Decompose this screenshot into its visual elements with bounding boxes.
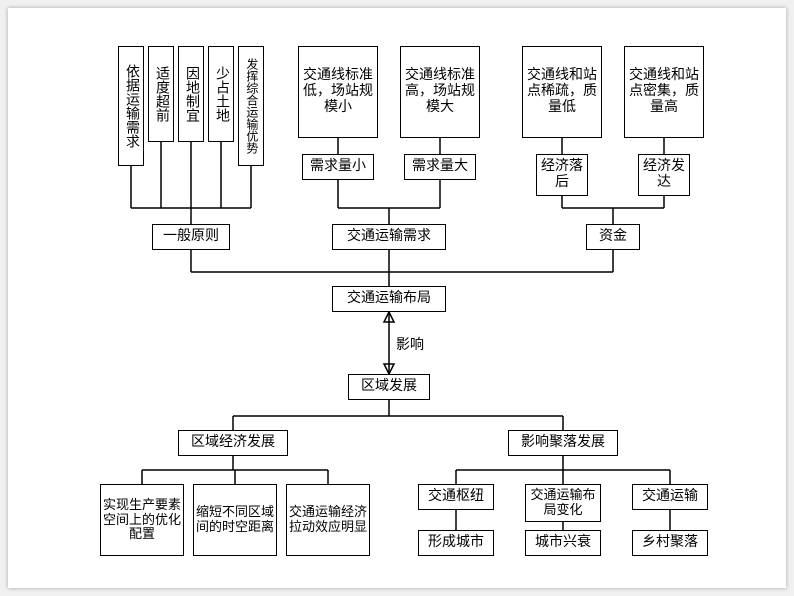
label: 区域发展: [361, 379, 417, 395]
node-city-rise: 城市兴衰: [525, 530, 601, 556]
node-rural: 乡村聚落: [632, 530, 708, 556]
label: 交通枢纽: [428, 489, 484, 505]
node-eco-dev: 经济发达: [638, 154, 690, 196]
label: 资金: [599, 229, 627, 245]
node-demand-low: 需求量小: [302, 154, 374, 180]
label: 依据运输需求: [123, 64, 139, 148]
node-hub: 交通枢纽: [418, 484, 494, 510]
node-opt-alloc: 实现生产要素空间上的优化配置: [100, 484, 184, 556]
label: 少占土地: [213, 66, 229, 122]
label: 城市兴衰: [535, 535, 591, 551]
node-capital: 资金: [586, 224, 640, 250]
label: 交通线标准高，场站规模大: [403, 68, 477, 116]
node-form-city: 形成城市: [418, 530, 494, 556]
node-econ-pull: 交通运输经济拉动效应明显: [286, 484, 370, 556]
edge-label-influence: 影响: [396, 334, 424, 354]
node-std-high: 交通线标准高，场站规模大: [400, 46, 480, 138]
node-yiju: 依据运输需求: [118, 46, 144, 166]
node-layout-change: 交通运输布局变化: [525, 484, 601, 522]
label: 实现生产要素空间上的优化配置: [103, 498, 181, 543]
node-settlement-dev: 影响聚落发展: [508, 430, 618, 456]
label: 一般原则: [163, 229, 219, 245]
label: 适度超前: [153, 66, 169, 122]
label: 交通运输布局: [347, 291, 431, 307]
label: 需求量大: [412, 159, 468, 175]
label: 交通线和站点密集，质量高: [627, 68, 701, 116]
node-sparse: 交通线和站点稀疏，质量低: [522, 46, 602, 138]
label: 经济发达: [639, 159, 689, 191]
node-eco-back: 经济落后: [536, 154, 588, 196]
label: 形成城市: [428, 535, 484, 551]
label: 交通运输经济拉动效应明显: [289, 505, 367, 535]
node-std-low: 交通线标准低，场站规模小: [298, 46, 378, 138]
label: 因地制宜: [183, 66, 199, 122]
node-transport-leaf: 交通运输: [632, 484, 708, 510]
node-general-principle: 一般原则: [152, 224, 230, 250]
label: 缩短不同区域间的时空距离: [196, 505, 274, 535]
label: 需求量小: [310, 159, 366, 175]
slide-canvas: 依据运输需求 适度超前 因地制宜 少占土地 发挥综合运输优势 交通线标准低，场站…: [8, 8, 786, 588]
label: 交通线标准低，场站规模小: [301, 68, 375, 116]
label: 影响: [396, 338, 424, 353]
node-fahui: 发挥综合运输优势: [238, 46, 264, 166]
label: 经济落后: [537, 159, 587, 191]
node-yindi: 因地制宜: [178, 46, 204, 142]
label: 交通运输需求: [347, 229, 431, 245]
node-shaozhan: 少占土地: [208, 46, 234, 142]
label: 交通运输布局变化: [527, 488, 599, 518]
node-dense: 交通线和站点密集，质量高: [624, 46, 704, 138]
label: 乡村聚落: [642, 535, 698, 551]
node-transport-demand: 交通运输需求: [332, 224, 446, 250]
node-shidu: 适度超前: [148, 46, 174, 142]
label: 交通线和站点稀疏，质量低: [525, 68, 599, 116]
node-region-dev: 区域发展: [348, 374, 430, 400]
label: 交通运输: [642, 489, 698, 505]
node-region-eco-dev: 区域经济发展: [178, 430, 288, 456]
label: 区域经济发展: [191, 435, 275, 451]
node-shorten-dist: 缩短不同区域间的时空距离: [193, 484, 277, 556]
node-demand-high: 需求量大: [404, 154, 476, 180]
label: 发挥综合运输优势: [244, 58, 258, 154]
label: 影响聚落发展: [521, 435, 605, 451]
node-transport-layout: 交通运输布局: [332, 286, 446, 312]
